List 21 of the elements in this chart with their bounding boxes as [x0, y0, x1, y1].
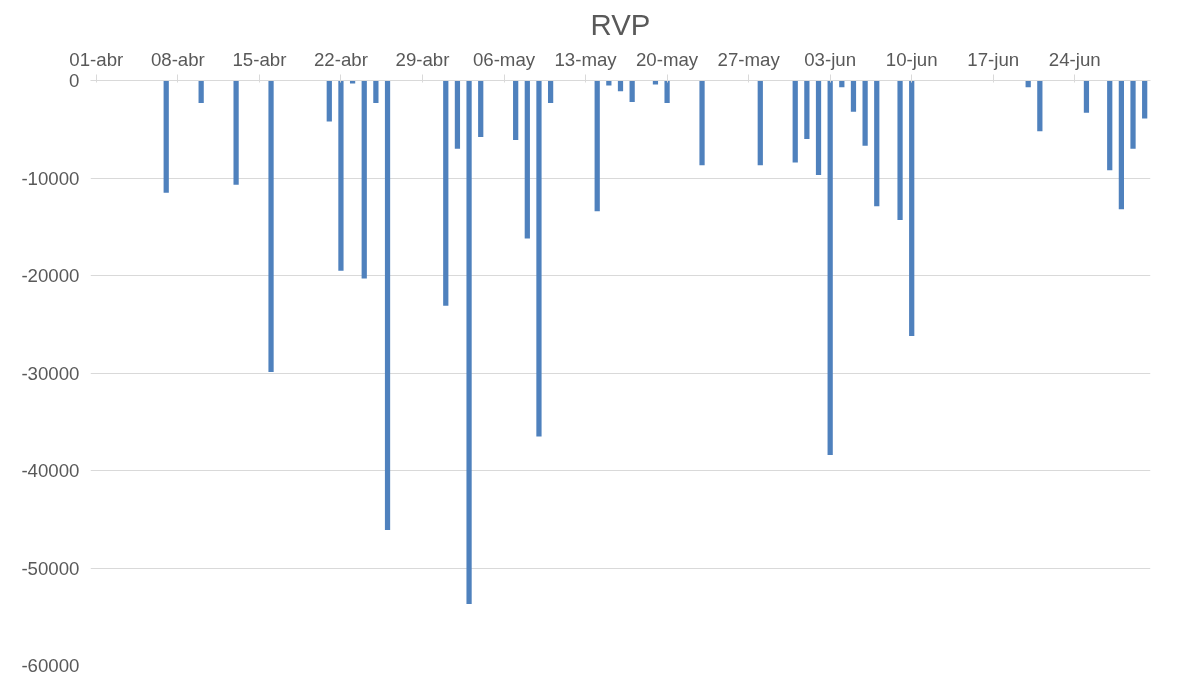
chart-title: RVP — [590, 7, 651, 41]
y-tick-label: -40000 — [21, 460, 80, 481]
x-tick-label: 20-may — [635, 48, 699, 70]
x-tick-label: 17-jun — [967, 48, 1020, 70]
x-tick-label: 24-jun — [1048, 48, 1101, 70]
y-tick-label: 0 — [69, 70, 80, 91]
y-tick-label: -10000 — [21, 167, 80, 189]
x-tick-label: 08-abr — [150, 48, 205, 70]
x-tick-label: 13-may — [554, 48, 618, 70]
x-tick-label: 22-abr — [313, 48, 368, 70]
x-tick-label: 03-jun — [804, 48, 857, 70]
y-tick-label: -20000 — [21, 265, 80, 286]
y-tick-label: -30000 — [21, 362, 80, 384]
x-tick-label: 01-abr — [69, 48, 124, 70]
x-tick-label: 29-abr — [395, 48, 450, 70]
y-tick-label: -50000 — [21, 557, 80, 579]
y-tick-label: -60000 — [21, 655, 80, 676]
x-tick-label: 27-may — [717, 48, 781, 70]
x-tick-label: 10-jun — [885, 48, 938, 70]
x-tick-label: 06-may — [472, 48, 536, 70]
x-tick-label: 15-abr — [232, 48, 287, 70]
